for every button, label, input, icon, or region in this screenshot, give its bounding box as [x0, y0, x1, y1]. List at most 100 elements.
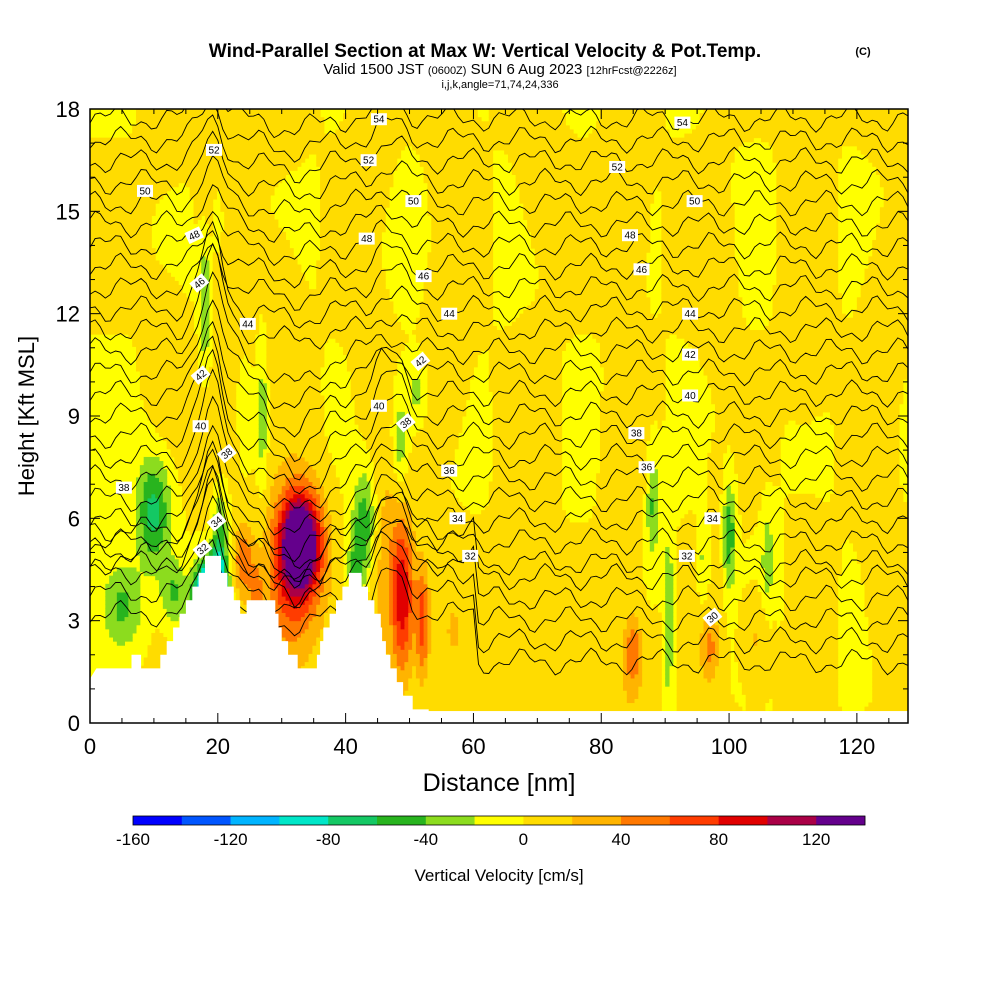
velocity-cell: [208, 227, 214, 233]
velocity-cell: [362, 559, 371, 564]
velocity-cell: [392, 641, 398, 646]
velocity-cell: [396, 428, 405, 433]
velocity-cell: [262, 579, 271, 585]
velocity-cell: [139, 567, 183, 573]
velocity-cell: [519, 194, 655, 200]
velocity-cell: [373, 546, 382, 552]
velocity-cell: [316, 510, 321, 515]
velocity-cell: [764, 530, 770, 536]
velocity-cell: [281, 559, 287, 564]
velocity-cell: [860, 293, 908, 298]
velocity-cell: [776, 211, 839, 216]
velocity-cell: [162, 489, 172, 495]
velocity-cell: [323, 546, 329, 552]
velocity-cell: [285, 456, 306, 462]
velocity-cell: [412, 522, 643, 528]
velocity-cell: [327, 542, 333, 548]
theta-label-group: 50: [686, 195, 703, 208]
velocity-cell: [335, 129, 574, 135]
velocity-cell: [408, 624, 421, 630]
velocity-cell: [262, 530, 271, 536]
velocity-cell: [377, 608, 390, 613]
velocity-cell: [699, 649, 708, 654]
velocity-cell: [235, 542, 241, 548]
velocity-cell: [645, 510, 651, 515]
velocity-cell: [665, 575, 674, 581]
velocity-cell: [377, 583, 390, 589]
velocity-cell: [270, 411, 325, 417]
velocity-cell: [281, 604, 294, 609]
velocity-cell: [661, 239, 735, 245]
velocity-cell: [715, 616, 728, 622]
velocity-cell: [147, 649, 179, 654]
velocity-cell: [830, 411, 900, 417]
velocity-cell: [833, 436, 900, 442]
velocity-cell: [780, 620, 839, 626]
theta-label: 36: [444, 466, 456, 477]
velocity-cell: [645, 497, 651, 503]
velocity-cell: [772, 481, 781, 487]
velocity-cell: [488, 493, 563, 499]
velocity-cell: [224, 567, 229, 573]
velocity-cell: [431, 612, 451, 618]
velocity-cell: [661, 219, 735, 225]
velocity-cell: [327, 530, 333, 536]
theta-contour-line: [90, 243, 908, 311]
velocity-cell: [776, 235, 839, 241]
velocity-cell: [166, 522, 172, 528]
velocity-cell: [392, 620, 402, 626]
velocity-cell: [757, 641, 839, 646]
velocity-cell: [730, 448, 781, 454]
velocity-cell: [331, 575, 344, 581]
velocity-cell: [320, 239, 382, 245]
theta-label-box: [360, 154, 377, 167]
velocity-cell: [201, 563, 206, 568]
velocity-cell: [331, 563, 344, 568]
velocity-cell: [224, 559, 229, 564]
velocity-cell: [864, 587, 908, 593]
velocity-cell: [392, 596, 398, 601]
velocity-cell: [622, 628, 632, 634]
velocity-cell: [266, 346, 325, 352]
velocity-cell: [136, 113, 321, 118]
velocity-cell: [90, 158, 306, 163]
velocity-cell: [143, 493, 152, 499]
velocity-cell: [415, 641, 421, 646]
terrain-mask: [90, 555, 908, 723]
velocity-cell: [408, 575, 413, 581]
velocity-cell: [258, 432, 267, 437]
velocity-cell: [764, 579, 774, 585]
velocity-cell: [415, 632, 421, 638]
velocity-cell: [423, 596, 428, 601]
velocity-cell: [139, 473, 149, 478]
velocity-cell: [488, 387, 563, 392]
velocity-cell: [626, 653, 639, 659]
velocity-cell: [661, 231, 735, 237]
velocity-cell: [665, 616, 674, 622]
velocity-cell: [492, 420, 563, 425]
velocity-cell: [653, 501, 658, 507]
velocity-cell: [741, 592, 762, 597]
velocity-cell: [427, 641, 432, 646]
velocity-cell: [231, 493, 260, 499]
velocity-cell: [189, 583, 195, 589]
velocity-cell: [277, 530, 283, 536]
velocity-cell: [676, 682, 731, 687]
theta-label-box: [370, 399, 387, 412]
theta-label-box: [682, 389, 699, 402]
velocity-cell: [396, 661, 405, 667]
velocity-cell: [423, 575, 428, 581]
velocity-cell: [427, 673, 624, 679]
velocity-cell: [745, 583, 758, 589]
velocity-cell: [726, 489, 731, 495]
velocity-cell: [320, 207, 386, 212]
velocity-cell: [676, 706, 743, 712]
velocity-cell: [534, 248, 651, 253]
velocity-cell: [208, 366, 241, 372]
velocity-cell: [392, 530, 409, 536]
velocity-cell: [178, 473, 218, 478]
velocity-cell: [423, 632, 428, 638]
velocity-cell: [285, 567, 313, 573]
velocity-cell: [312, 518, 317, 523]
velocity-cell: [676, 538, 697, 544]
